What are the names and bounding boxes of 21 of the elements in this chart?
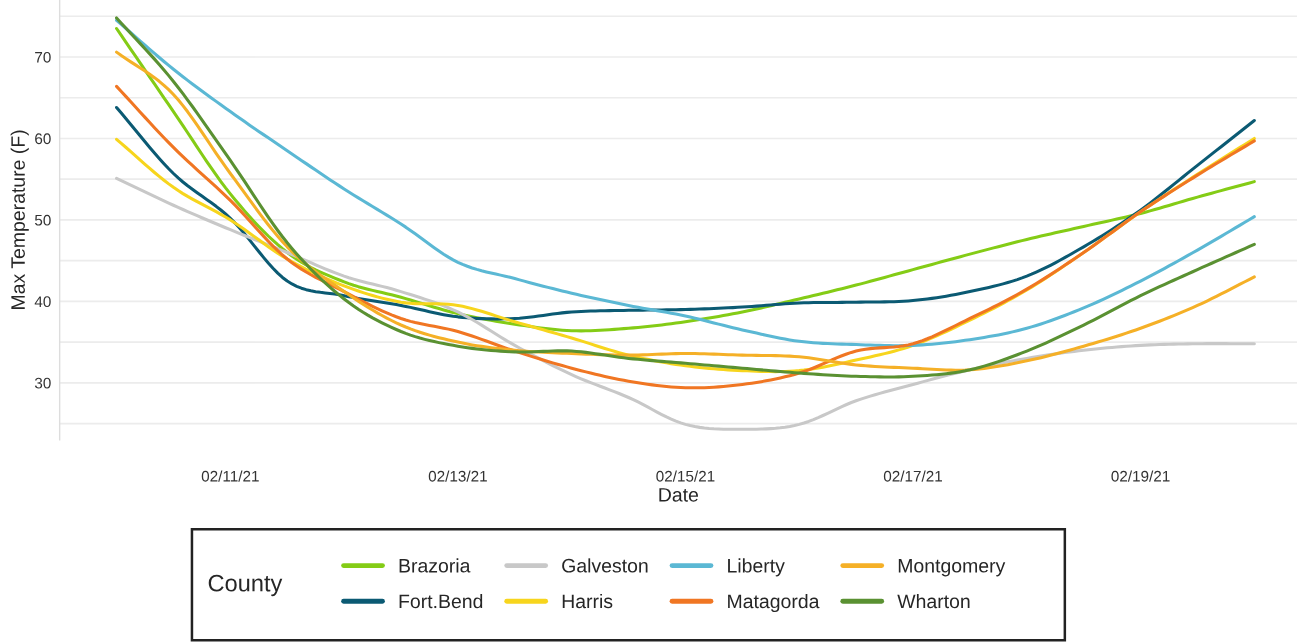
y-tick-label: 60: [35, 133, 51, 145]
legend-label: Harris: [562, 593, 613, 609]
x-tick-label: 02/15/21: [656, 470, 715, 482]
x-tick-label: 02/13/21: [428, 470, 487, 482]
x-tick-label: 02/19/21: [1111, 470, 1170, 482]
y-tick-label: 40: [34, 296, 51, 308]
legend-label: Matagorda: [728, 593, 820, 613]
x-tick-label: 02/11/21: [201, 470, 259, 482]
x-axis-title: Date: [659, 488, 698, 502]
legend-label: Brazoria: [399, 558, 471, 573]
legend-label: Montgomery: [898, 559, 1006, 577]
y-tick-label: 70: [35, 51, 51, 63]
y-tick-label: 30: [34, 377, 51, 389]
legend-label: Fort.Bend: [399, 593, 483, 609]
legend-label: Wharton: [897, 593, 970, 609]
legend-title: County: [208, 574, 283, 597]
x-tick-label: 02/17/21: [883, 470, 942, 482]
legend-label: Galveston: [562, 558, 648, 573]
legend-label: Liberty: [728, 558, 785, 577]
y-axis-title: Max Temperature (F): [10, 130, 29, 309]
y-tick-label: 50: [34, 214, 51, 226]
